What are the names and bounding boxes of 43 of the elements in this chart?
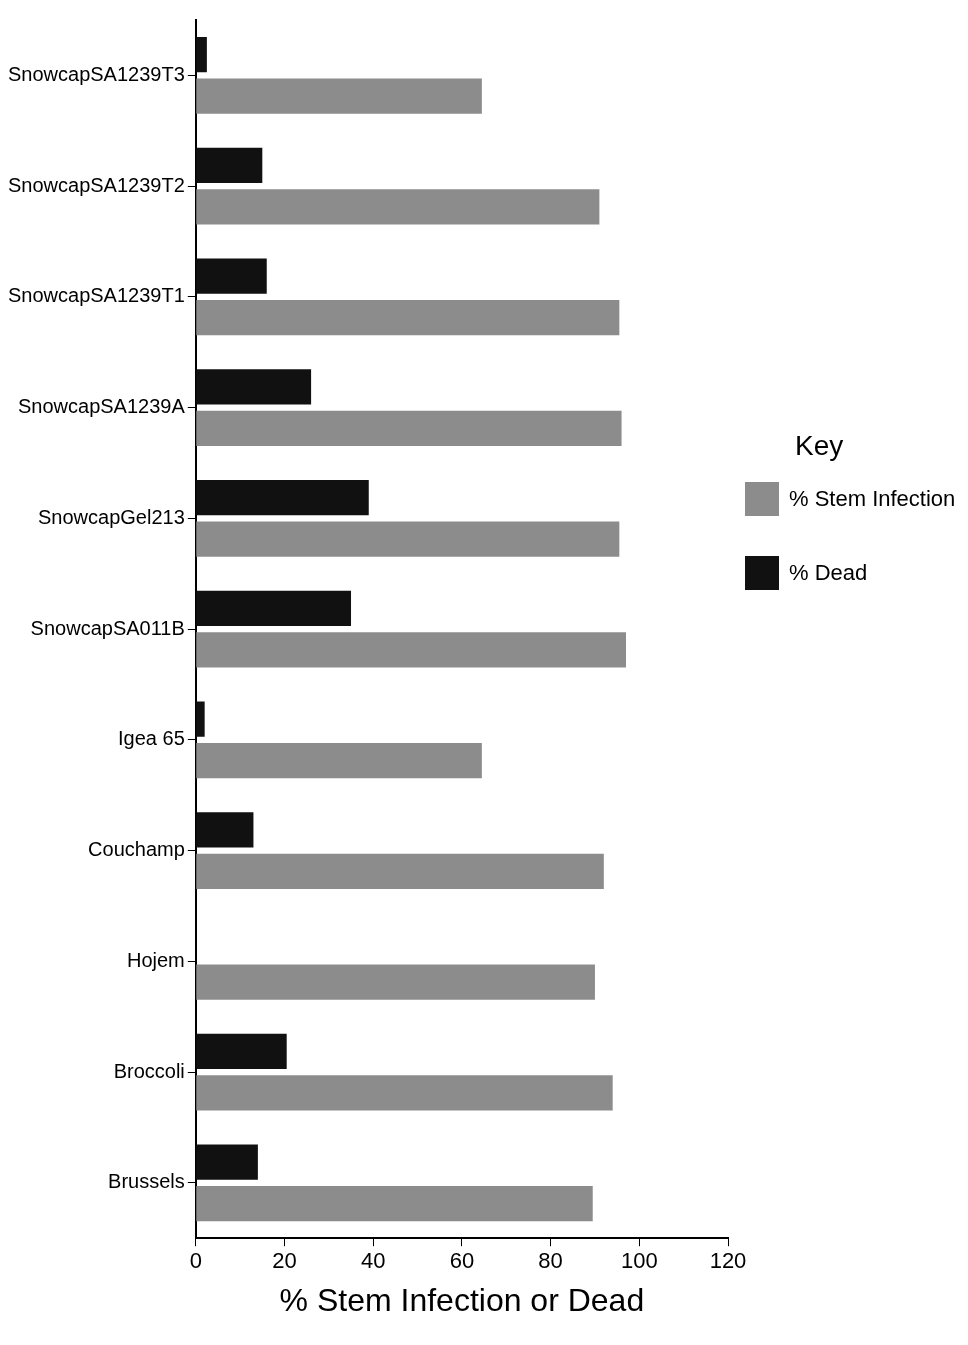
bar (196, 632, 626, 668)
bar (196, 1185, 593, 1222)
y-tick-label: Brussels (108, 1170, 185, 1193)
y-tick-label: Igea 65 (118, 727, 185, 750)
legend-label: % Dead (789, 560, 868, 586)
bar (196, 590, 352, 626)
bar (196, 812, 254, 848)
bar (196, 1075, 613, 1111)
bar (196, 1033, 287, 1069)
bar (196, 299, 620, 336)
legend-title: Key (795, 430, 845, 462)
x-tick-label: 0 (189, 1248, 202, 1274)
x-tick-label: 40 (360, 1248, 386, 1274)
bar (196, 1144, 258, 1180)
bar (196, 78, 482, 114)
x-tick-label: 80 (538, 1248, 563, 1274)
x-tick-label: 60 (449, 1248, 475, 1274)
y-tick-label: SnowcapSA1239T1 (7, 284, 185, 307)
bar (196, 36, 207, 73)
bar (196, 701, 205, 737)
y-tick-label: SnowcapSA1239T2 (7, 173, 185, 196)
bar (196, 410, 622, 447)
bar (196, 369, 312, 405)
bar (196, 147, 263, 183)
bar (196, 742, 482, 779)
y-tick-label: Hojem (126, 948, 185, 971)
y-tick-label: SnowcapSA1239A (17, 395, 186, 418)
y-tick-label: Couchamp (88, 838, 185, 861)
y-tick-label: Broccoli (113, 1059, 185, 1082)
legend-label: % Stem Infection (789, 486, 956, 512)
bar (196, 521, 620, 557)
y-tick-label: SnowcapSA011B (30, 616, 185, 639)
y-tick-label: SnowcapGel213 (38, 505, 185, 528)
bar (196, 853, 604, 890)
x-axis-title: % Stem Infection or Dead (279, 1281, 645, 1318)
bar (196, 258, 267, 294)
bar (196, 964, 595, 1000)
x-tick-label: 20 (272, 1248, 297, 1274)
bar (196, 479, 369, 516)
x-tick-label: 120 (709, 1248, 747, 1274)
x-tick-label: 100 (620, 1248, 658, 1274)
bar (196, 189, 600, 225)
y-tick-label: SnowcapSA1239T3 (7, 62, 185, 85)
